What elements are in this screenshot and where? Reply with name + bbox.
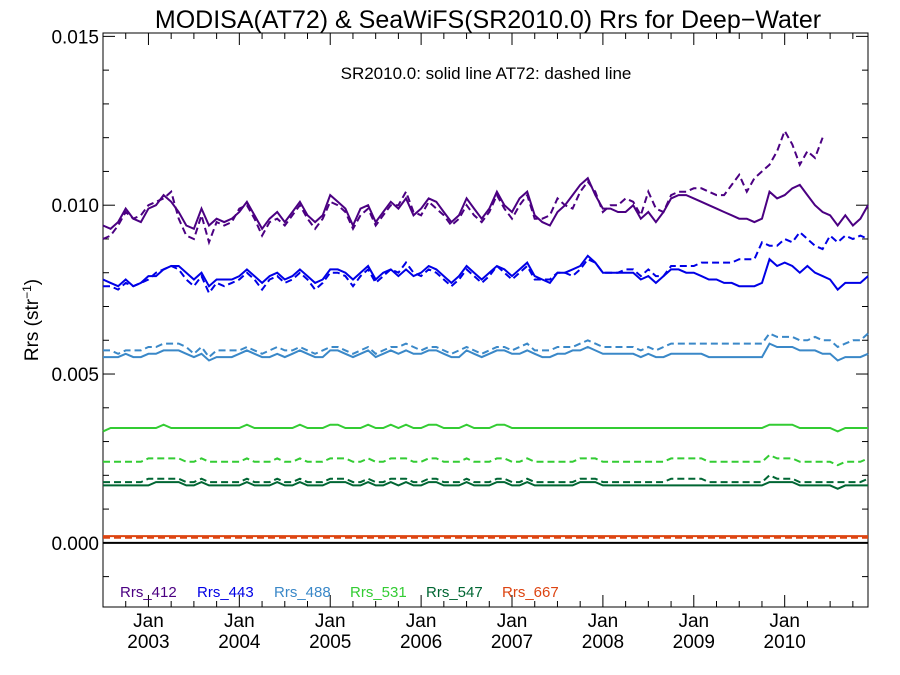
y-axis-label-close: ) (22, 279, 43, 285)
y-tick-label: 0.000 (51, 534, 99, 555)
plot-area-border (102, 32, 869, 608)
series-line-rrs-531-sr2010-solid (102, 423, 868, 433)
legend-entry-rrs-667: Rrs_667 (502, 584, 559, 601)
legend-entry-rrs-443: Rrs_443 (197, 584, 254, 601)
series-line-rrs-443-sr2010-solid (102, 254, 869, 292)
series-line-rrs-412-at72-dashed (102, 128, 824, 246)
x-tick-month-label: Jan (406, 611, 437, 632)
legend-entry-rrs-488: Rrs_488 (274, 584, 331, 601)
series-line-rrs-531-at72-dashed (103, 453, 869, 467)
legend: Rrs_412 Rrs_443 Rrs_488 Rrs_531 Rrs_547 Rrs_6… (120, 584, 559, 601)
y-axis-label-superscript: −1 (20, 285, 34, 299)
x-tick-year-label: 2009 (673, 632, 715, 653)
x-tick-month-label: Jan (678, 611, 709, 632)
x-tick-month-label: Jan (588, 611, 619, 632)
legend-entry-rrs-531: Rrs_531 (350, 584, 407, 601)
line-style-annotation: SR2010.0: solid line AT72: dashed line (341, 64, 632, 83)
legend-entry-rrs-412: Rrs_412 (120, 584, 177, 601)
legend-entry-rrs-547: Rrs_547 (426, 584, 483, 601)
y-axis-label: Rrs (str−1) (20, 279, 43, 361)
x-tick-year-label: 2003 (127, 632, 169, 653)
x-tick-month-label: Jan (224, 611, 255, 632)
x-axis-ticks: Jan2003Jan2004Jan2005Jan2006Jan2007Jan20… (102, 33, 854, 653)
x-tick-month-label: Jan (315, 611, 346, 632)
x-tick-year-label: 2007 (491, 632, 533, 653)
y-axis-label-main: Rrs (str (22, 298, 43, 361)
chart-title: MODISA(AT72) & SeaWiFS(SR2010.0) Rrs for… (155, 6, 821, 34)
series-line-rrs-547-sr2010-solid (103, 481, 868, 490)
y-axis-ticks: 0.000 0.005 0.010 0.015 (51, 27, 868, 578)
series-lines (102, 128, 869, 544)
x-tick-year-label: 2006 (400, 632, 442, 653)
series-line-rrs-412-sr2010-solid (102, 176, 869, 231)
x-tick-year-label: 2004 (218, 632, 261, 653)
y-tick-label: 0.015 (51, 27, 99, 48)
x-tick-year-label: 2008 (582, 632, 624, 653)
x-tick-month-label: Jan (133, 611, 164, 632)
series-line-rrs-443-at72-dashed (103, 230, 869, 295)
x-tick-year-label: 2005 (309, 632, 351, 653)
series-line-rrs-488-sr2010-solid (103, 342, 869, 362)
y-tick-label: 0.010 (51, 196, 99, 217)
series-line-rrs-547-at72-dashed (103, 474, 869, 484)
y-tick-label: 0.005 (51, 365, 99, 386)
series-line-rrs-488-at72-dashed (103, 332, 869, 359)
x-tick-year-label: 2010 (764, 632, 806, 653)
plot-frame (102, 32, 869, 608)
x-tick-month-label: Jan (497, 611, 528, 632)
x-tick-month-label: Jan (769, 611, 800, 632)
